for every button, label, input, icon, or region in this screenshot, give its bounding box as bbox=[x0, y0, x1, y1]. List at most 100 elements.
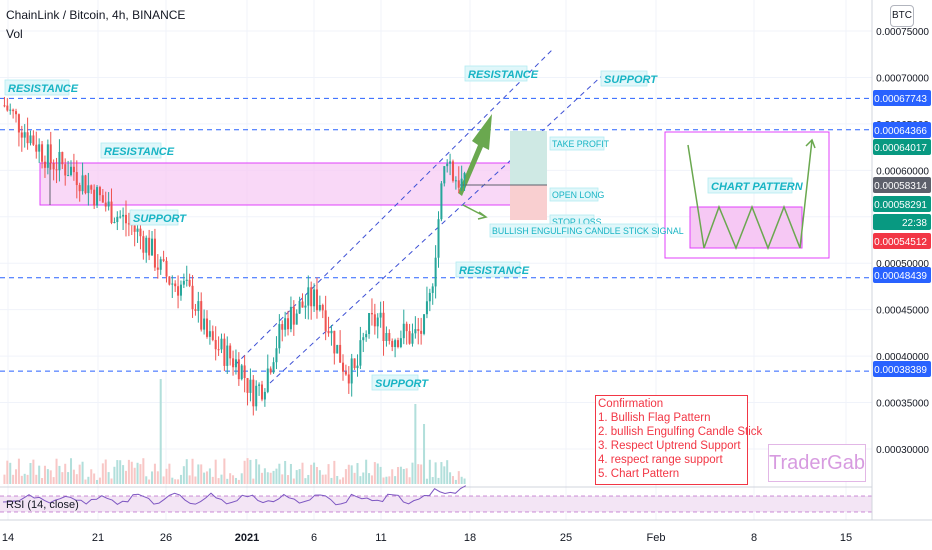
volume-bar bbox=[255, 459, 258, 484]
volume-bar bbox=[428, 459, 431, 484]
volume-bar bbox=[55, 458, 58, 484]
volume-bar bbox=[275, 468, 278, 484]
support-label-box bbox=[600, 70, 648, 87]
volume-bar bbox=[457, 471, 460, 484]
x-tick-label: 25 bbox=[560, 532, 572, 544]
volume-bar bbox=[191, 458, 194, 484]
candle-body bbox=[350, 358, 353, 384]
volume-bar bbox=[318, 470, 321, 484]
price-marker bbox=[873, 196, 931, 212]
volume-bar bbox=[232, 475, 235, 484]
volume-bar bbox=[142, 458, 145, 484]
chart-header: ChainLink / Bitcoin, 4h, BINANCE Vol bbox=[6, 8, 185, 41]
confirmation-item-1: 1. Bullish Flag Pattern bbox=[598, 412, 711, 424]
volume-bar bbox=[237, 479, 240, 484]
volume-bar bbox=[197, 464, 200, 484]
candle-body bbox=[46, 144, 49, 168]
volume-bar bbox=[278, 463, 281, 484]
volume-bar bbox=[373, 462, 376, 484]
volume-bar bbox=[177, 479, 180, 484]
volume-bar bbox=[52, 477, 55, 484]
candle-body bbox=[55, 169, 58, 171]
volume-bar bbox=[353, 472, 356, 484]
volume-bar bbox=[165, 468, 168, 484]
candle-body bbox=[200, 301, 203, 330]
candle-body bbox=[148, 237, 151, 256]
x-tick-label: 8 bbox=[751, 532, 757, 544]
volume-bar bbox=[310, 464, 313, 484]
candle-body bbox=[457, 180, 460, 188]
volume-bar bbox=[32, 459, 35, 484]
volume-bar bbox=[388, 476, 391, 484]
volume-bar bbox=[313, 462, 316, 484]
candle-body bbox=[81, 175, 84, 192]
volume-bar bbox=[402, 468, 405, 484]
candle-body bbox=[162, 259, 165, 261]
candle-body bbox=[220, 338, 223, 350]
candle-body bbox=[174, 283, 177, 287]
volume-bar bbox=[269, 472, 272, 484]
candle-body bbox=[127, 223, 130, 225]
candle-body bbox=[223, 338, 226, 366]
volume-bar bbox=[289, 463, 292, 484]
volume-bar bbox=[382, 477, 385, 484]
volume-bar bbox=[246, 458, 249, 484]
volume-bar bbox=[307, 474, 310, 484]
price-marker bbox=[873, 233, 931, 249]
candle-body bbox=[41, 144, 44, 162]
candle-body bbox=[113, 222, 116, 224]
volume-bar bbox=[356, 463, 359, 484]
resistance-label-box bbox=[100, 142, 162, 159]
candle-body bbox=[258, 384, 261, 386]
volume-bar bbox=[260, 472, 264, 484]
candle-body bbox=[214, 339, 217, 350]
range-rectangle bbox=[39, 162, 512, 206]
volume-bar bbox=[3, 474, 6, 484]
candle-body bbox=[107, 201, 110, 207]
volume-bar bbox=[101, 463, 104, 484]
volume-bar bbox=[122, 465, 125, 484]
volume-bar bbox=[370, 475, 373, 484]
volume-bar bbox=[234, 477, 237, 484]
volume-bar bbox=[46, 469, 49, 484]
volume-bar bbox=[20, 475, 23, 484]
candle-body bbox=[391, 340, 394, 348]
volume-bar bbox=[243, 460, 246, 484]
volume-bar bbox=[226, 478, 229, 484]
candle-body bbox=[287, 318, 290, 330]
y-tick-label: 0.00050000 bbox=[876, 259, 929, 270]
long-position-tool bbox=[460, 131, 547, 220]
candle-body bbox=[451, 161, 454, 181]
candle-body bbox=[168, 276, 171, 285]
candle-body bbox=[240, 365, 243, 380]
price-marker-text: 0.00058314 bbox=[874, 181, 927, 192]
volume-bar bbox=[174, 479, 177, 484]
take-profit-label: TAKE PROFIT bbox=[552, 139, 610, 149]
take-profit-zone bbox=[510, 131, 547, 185]
candle-body bbox=[394, 340, 397, 348]
candle-body bbox=[90, 185, 93, 190]
candlesticks bbox=[3, 96, 466, 416]
volume-bar bbox=[78, 464, 81, 484]
volume-bar bbox=[211, 476, 214, 484]
currency-badge[interactable]: BTC bbox=[890, 5, 914, 27]
candle-body bbox=[96, 187, 99, 206]
candle-body bbox=[295, 313, 298, 325]
volume-bar bbox=[420, 464, 423, 484]
candle-body bbox=[454, 180, 457, 182]
candle-body bbox=[373, 314, 376, 327]
volume-bar bbox=[463, 478, 466, 484]
volume-bar bbox=[396, 467, 400, 484]
candle-body bbox=[425, 301, 428, 315]
volume-bar bbox=[43, 465, 46, 484]
tradergab-watermark: TraderGab bbox=[768, 444, 866, 482]
price-marker-text: 0.00064017 bbox=[874, 143, 927, 154]
volume-bar bbox=[263, 468, 266, 484]
candle-body bbox=[376, 317, 379, 327]
volume-bar bbox=[217, 478, 220, 484]
candle-body bbox=[237, 359, 240, 380]
candle-body bbox=[266, 368, 269, 392]
candle-body bbox=[12, 109, 15, 112]
candle-body bbox=[379, 312, 382, 318]
